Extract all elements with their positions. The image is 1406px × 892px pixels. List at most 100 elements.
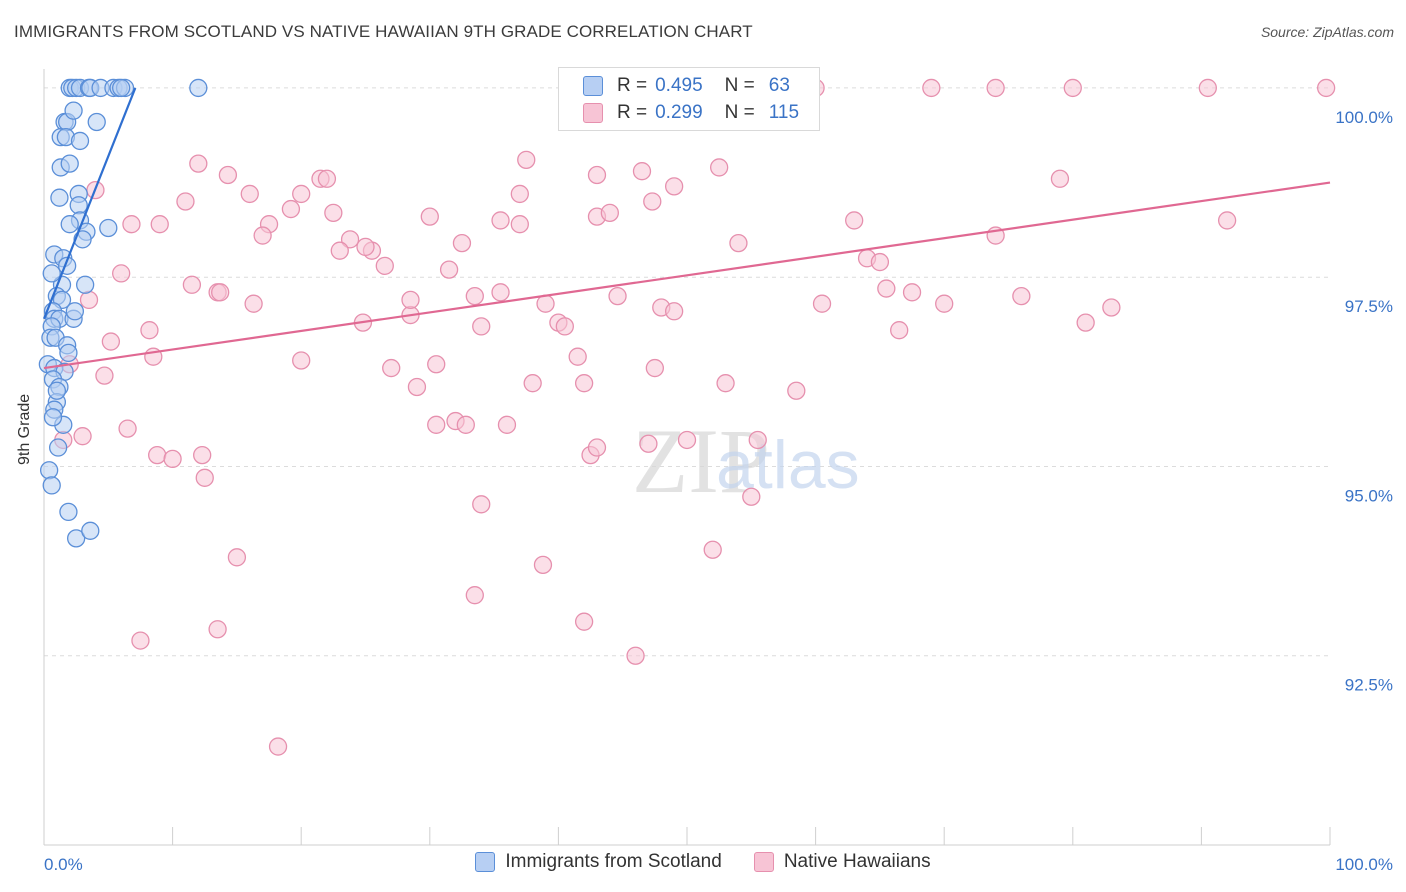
chart-title: IMMIGRANTS FROM SCOTLAND VS NATIVE HAWAI… <box>14 22 753 41</box>
data-point <box>112 78 131 98</box>
series-immigrants-from-scotland <box>38 78 208 548</box>
data-point <box>39 461 59 480</box>
legend-row-hawaiians: R = 0.299 N = 115 <box>583 100 799 126</box>
data-point <box>568 347 587 366</box>
data-point <box>60 154 79 173</box>
trend-lines <box>42 87 1331 370</box>
data-point <box>845 211 864 230</box>
data-point <box>375 256 394 275</box>
data-point <box>787 381 806 400</box>
data-point <box>491 211 510 230</box>
data-point <box>812 294 832 313</box>
legend-n-label: N = <box>724 102 755 123</box>
legend-n-value: 63 <box>768 75 790 96</box>
data-point <box>497 415 517 434</box>
data-point <box>118 419 137 438</box>
legend-row-scotland: R = 0.495 N = 63 <box>583 73 790 99</box>
y-tick-label: 92.5% <box>1345 676 1393 695</box>
data-point <box>729 233 748 253</box>
data-point <box>43 408 63 427</box>
legend-item-label: Native Hawaiians <box>783 851 931 872</box>
data-point <box>67 529 86 548</box>
data-point <box>59 502 78 522</box>
data-point <box>64 101 83 120</box>
data-point <box>1050 169 1070 188</box>
data-point <box>48 438 68 457</box>
data-point <box>608 286 627 306</box>
legend-r-label: R = <box>617 102 648 123</box>
source-credit: Source: ZipAtlas.com <box>1260 24 1394 40</box>
legend-item-hawaiians[interactable]: Native Hawaiians <box>753 851 931 873</box>
data-point <box>407 377 427 397</box>
data-point <box>150 215 169 234</box>
data-point <box>163 449 182 469</box>
data-point <box>244 294 263 313</box>
data-point <box>69 196 88 215</box>
data-point <box>330 241 349 260</box>
legend-item-scotland[interactable]: Immigrants from Scotland <box>475 851 722 873</box>
data-point <box>1217 211 1237 230</box>
axes <box>43 69 1331 846</box>
data-point <box>1198 78 1217 98</box>
data-point <box>465 586 484 605</box>
data-point <box>639 434 658 453</box>
data-point <box>703 540 722 559</box>
data-point <box>1012 286 1031 306</box>
data-point <box>95 366 114 385</box>
legend-swatch-blue <box>475 852 496 872</box>
legend-n-label: N = <box>724 75 755 96</box>
data-point <box>87 112 106 132</box>
x-tick-label: 100.0% <box>1335 855 1393 874</box>
y-tick-label: 95.0% <box>1345 486 1393 505</box>
tick-labels: 92.5% 95.0% 97.5% 100.0% 0.0% 100.0% <box>44 108 1393 874</box>
data-point <box>73 427 92 446</box>
data-point <box>193 445 212 465</box>
data-point <box>536 294 555 313</box>
data-point <box>645 358 664 378</box>
data-point <box>710 158 729 177</box>
y-tick-label: 100.0% <box>1335 108 1393 127</box>
data-point <box>587 165 607 185</box>
data-point <box>292 184 311 204</box>
data-point <box>555 317 574 336</box>
data-point <box>517 150 536 169</box>
data-point <box>1316 78 1336 98</box>
data-point <box>382 358 401 378</box>
data-point <box>456 415 475 434</box>
data-point <box>870 252 890 272</box>
data-point <box>574 374 594 393</box>
data-point <box>131 631 150 650</box>
data-point <box>195 468 214 487</box>
data-point <box>890 321 909 340</box>
data-point <box>122 215 141 234</box>
data-point <box>70 131 90 151</box>
data-point <box>99 218 118 238</box>
data-point <box>356 237 375 257</box>
legend-swatch-pink <box>753 852 774 872</box>
data-point <box>626 646 645 665</box>
data-point <box>427 355 446 374</box>
data-point <box>240 184 259 204</box>
data-point <box>211 283 230 302</box>
data-point <box>50 188 69 207</box>
data-point <box>60 215 79 234</box>
trend-line-scotland <box>42 87 137 320</box>
legend-r-value: 0.495 <box>655 75 703 96</box>
data-point <box>465 286 484 306</box>
data-point <box>317 169 337 188</box>
data-point <box>632 162 652 181</box>
data-point <box>176 192 195 211</box>
data-point <box>1102 298 1121 317</box>
data-point <box>189 154 208 173</box>
y-axis-label: 9th Grade <box>16 393 33 465</box>
data-point <box>877 279 896 298</box>
data-point <box>401 290 420 310</box>
data-point <box>716 374 735 393</box>
legend-swatch-blue <box>583 76 603 96</box>
data-point <box>42 264 61 283</box>
data-point <box>208 620 227 639</box>
trend-line-hawaiians <box>43 181 1331 370</box>
data-point <box>268 737 288 756</box>
data-point <box>112 264 131 283</box>
